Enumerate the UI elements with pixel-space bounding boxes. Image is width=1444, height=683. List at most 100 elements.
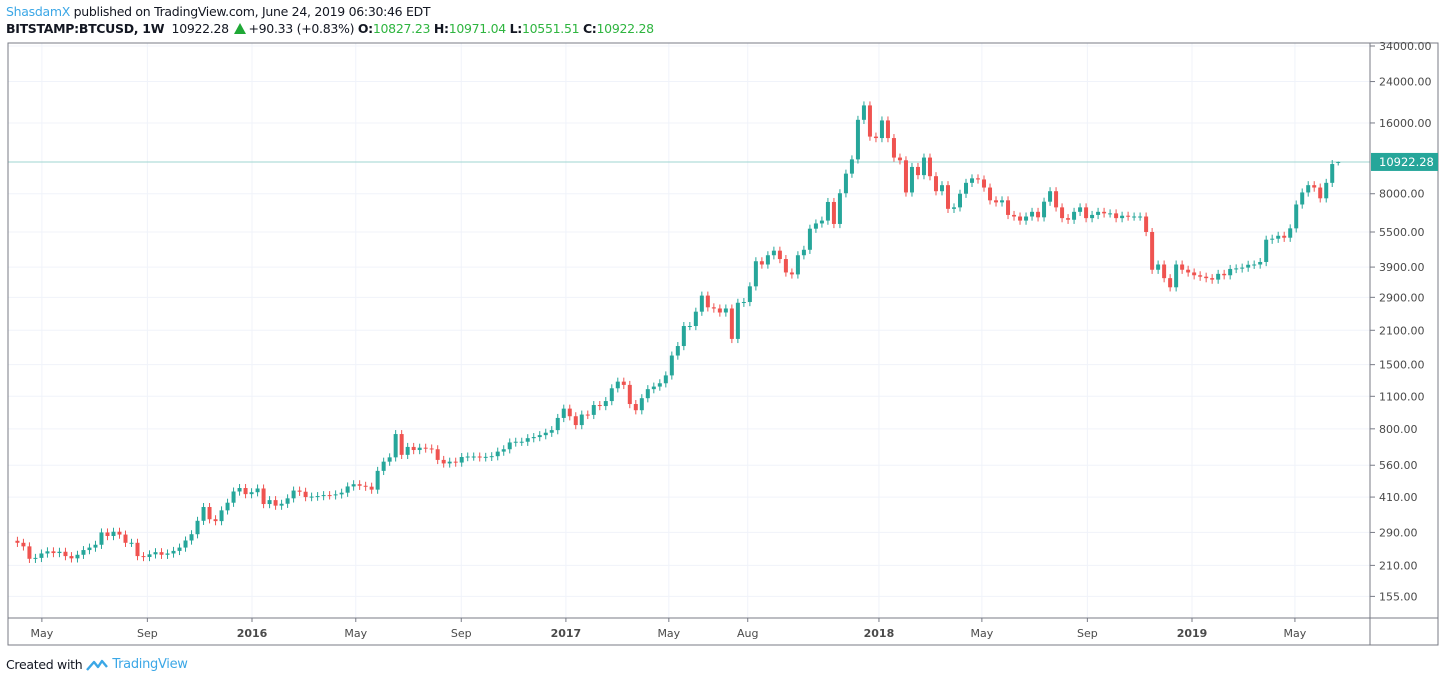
candle-body [189, 534, 194, 541]
candle-body [315, 496, 320, 498]
candle-body [1258, 261, 1263, 265]
candle-body [1120, 215, 1125, 219]
candle-body [976, 178, 981, 180]
candle-body [1054, 191, 1059, 208]
candle-body [1288, 228, 1293, 238]
candle-body [561, 408, 566, 418]
candle-body [1240, 267, 1245, 269]
tradingview-link[interactable]: TradingView [112, 657, 188, 672]
candle-body [1018, 216, 1023, 221]
candle-body [345, 486, 350, 493]
candle-body [1084, 207, 1089, 219]
candle-body [45, 551, 50, 554]
candle-body [363, 485, 368, 487]
candle-body [783, 259, 788, 273]
x-tick-label: Aug [737, 627, 758, 640]
candle-body [111, 531, 116, 537]
candle-body [717, 308, 722, 313]
candle-body [1012, 214, 1017, 217]
candle-body [129, 542, 134, 544]
candle-body [711, 307, 716, 309]
symbol-legend: BITSTAMP:BTCUSD, 1W 10922.28 +90.33 (+0.… [6, 21, 654, 36]
candle-body [627, 384, 632, 405]
candle-body [994, 200, 999, 203]
candle-body [447, 461, 452, 464]
candle-body [213, 519, 218, 522]
candle-body [177, 547, 182, 551]
candle-body [1072, 211, 1077, 220]
candle-body [279, 503, 284, 506]
candle-body [483, 456, 488, 458]
candle-body [243, 488, 248, 495]
candle-body [825, 201, 830, 221]
candle-body [1126, 215, 1131, 217]
candle-body [255, 488, 260, 493]
candle-body [633, 404, 638, 411]
y-tick-label: 3900.00 [1379, 261, 1425, 274]
candle-body [339, 492, 344, 495]
candle-body [471, 456, 476, 458]
candle-body [958, 193, 962, 208]
candle-body [1066, 218, 1071, 220]
candle-body [147, 554, 152, 557]
candle-body [723, 308, 728, 313]
candle-body [135, 542, 140, 557]
candle-body [867, 105, 872, 137]
close-label: C: [582, 21, 597, 36]
candle-body [351, 484, 356, 487]
candle-body [1174, 264, 1179, 288]
last-price-label: 10922.28 [1379, 155, 1434, 169]
candle-body [705, 295, 710, 308]
candle-body [813, 223, 818, 229]
candle-body [982, 179, 987, 188]
candle-body [897, 157, 902, 161]
candle-body [207, 507, 212, 520]
candle-body [63, 551, 68, 557]
candle-body [69, 556, 74, 559]
candle-body [1060, 207, 1065, 219]
candle-body [399, 434, 404, 455]
candle-body [291, 490, 296, 499]
candle-body [327, 495, 332, 497]
candle-body [33, 557, 38, 559]
candle-body [405, 446, 410, 455]
x-tick-label: 2018 [864, 627, 895, 640]
candle-body [501, 449, 506, 452]
candle-body [525, 438, 530, 442]
candle-body [159, 552, 164, 555]
candle-body [1180, 264, 1185, 270]
candle-body [123, 534, 128, 543]
candle-body [873, 136, 878, 139]
candle-body [231, 491, 236, 503]
candle-body [567, 408, 572, 417]
candle-body [819, 220, 824, 224]
candle-body [369, 486, 374, 490]
candle-body [801, 249, 806, 256]
candle-body [1264, 239, 1269, 262]
publish-info: ShasdamX published on TradingView.com, J… [6, 4, 431, 19]
candle-body [297, 490, 302, 492]
candle-body [759, 261, 764, 265]
candle-body [603, 401, 608, 407]
candle-body [747, 286, 752, 303]
y-tick-label: 560.00 [1379, 459, 1418, 472]
candle-body [591, 405, 596, 415]
candle-body [921, 157, 926, 176]
author-link[interactable]: ShasdamX [6, 4, 70, 19]
candle-body [789, 272, 794, 275]
candle-body [429, 448, 434, 450]
candle-body [1096, 211, 1101, 215]
candle-body [81, 550, 86, 555]
candle-body [1246, 264, 1251, 268]
publish-text: published on TradingView.com, June 24, 2… [73, 4, 431, 19]
axes: 34000.00 24000.00 16000.00 8000.00 5500.00 39… [7, 40, 1439, 646]
candle-body [1300, 192, 1305, 205]
candle-body [225, 502, 230, 511]
candle-body [927, 157, 932, 177]
tradingview-logo-icon [86, 659, 109, 671]
x-tick-label: Sep [451, 627, 472, 640]
candle-body [1132, 216, 1137, 218]
candle-body [1330, 164, 1335, 183]
candle-body [909, 166, 914, 193]
